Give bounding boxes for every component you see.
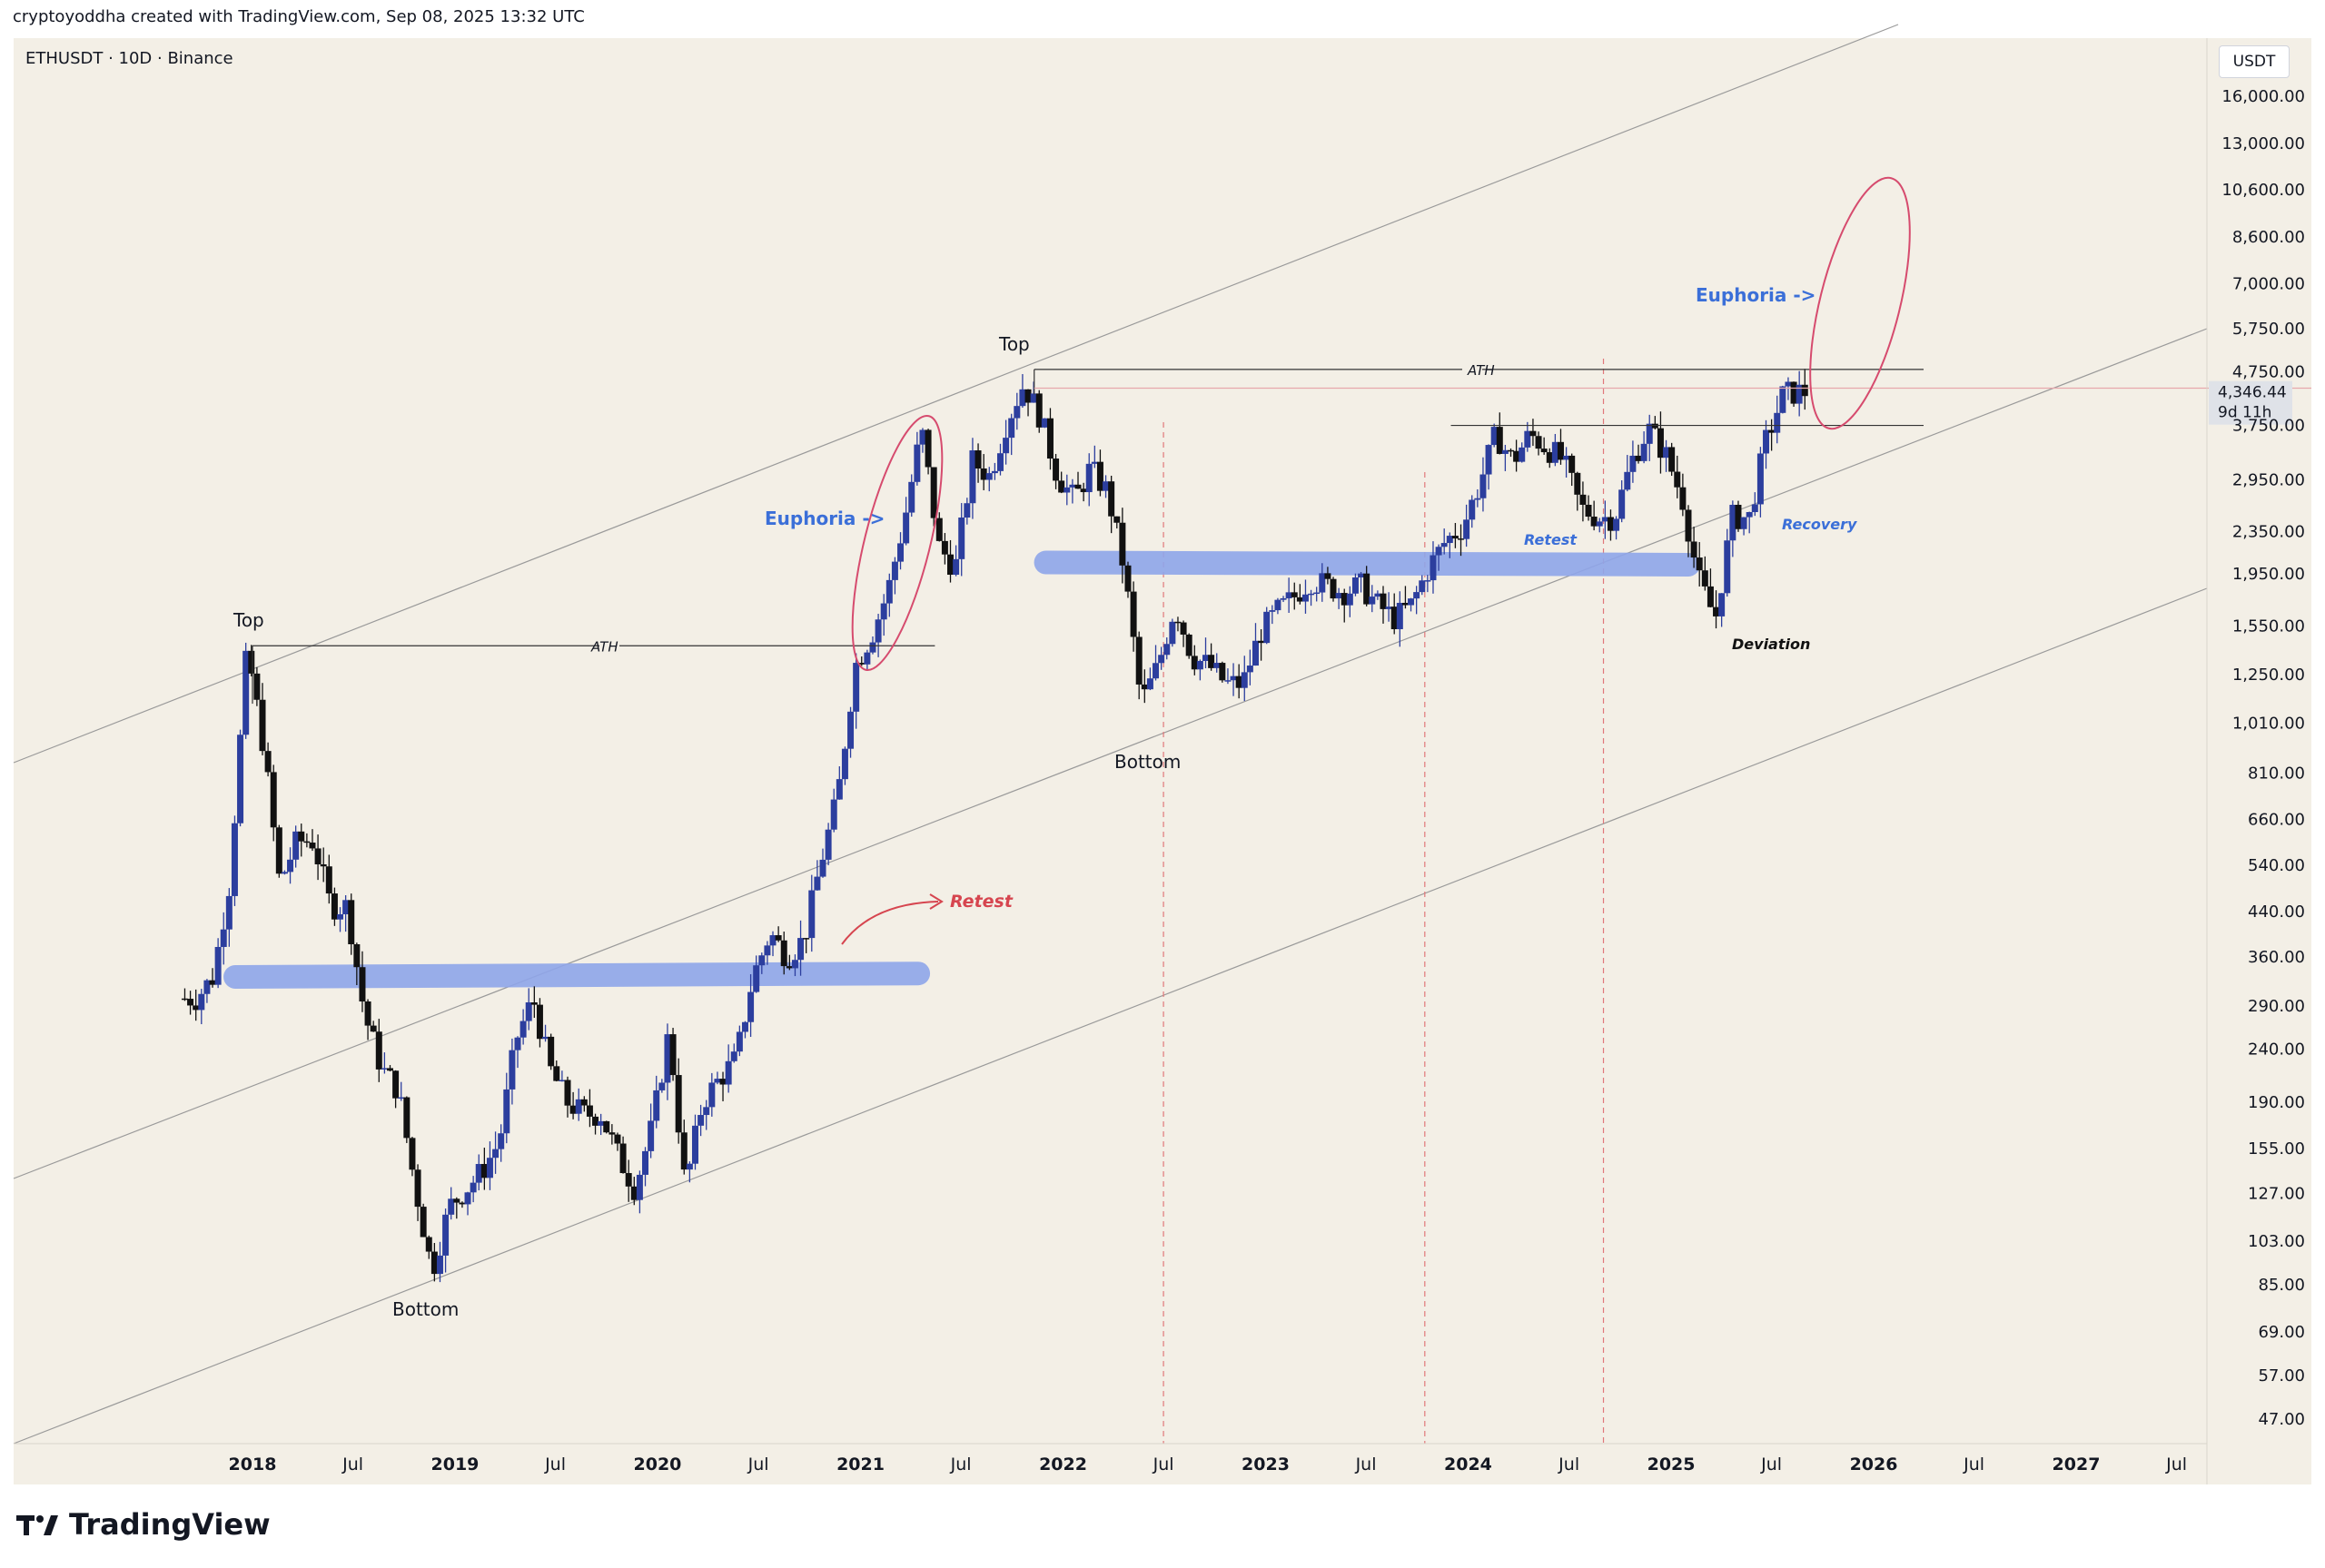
chart-area[interactable]	[14, 38, 2311, 1484]
currency-button[interactable]: USDT	[2219, 45, 2290, 78]
tradingview-logo: TradingView	[16, 1507, 271, 1542]
tradingview-logo-icon	[16, 1515, 58, 1535]
symbol-info: ETHUSDT · 10D · Binance	[25, 49, 233, 68]
brand-name: TradingView	[69, 1507, 271, 1542]
attribution-text: cryptoyoddha created with TradingView.co…	[13, 7, 585, 26]
